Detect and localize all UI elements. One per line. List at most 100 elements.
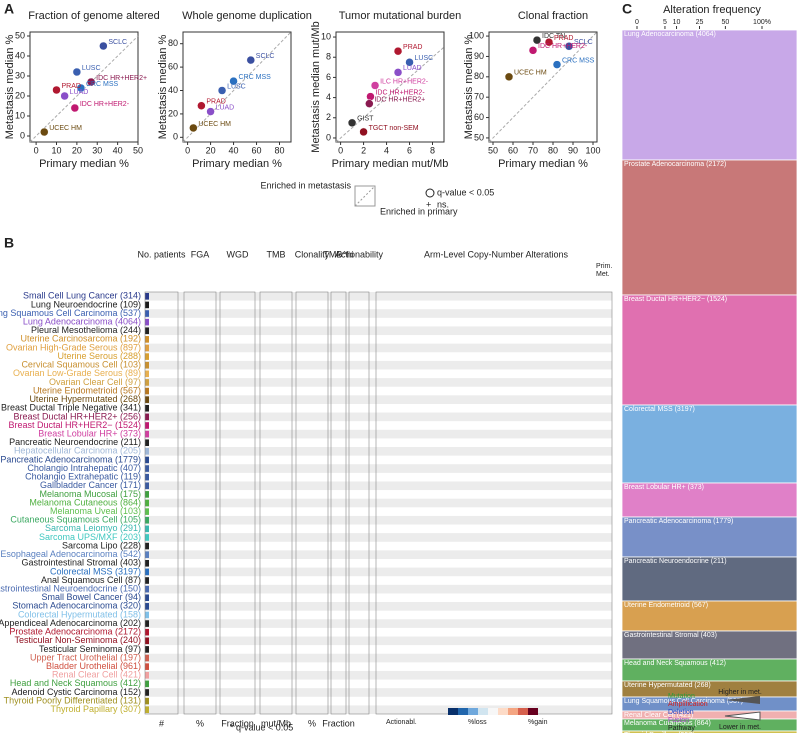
legend-ns: ns. [437,199,449,209]
y-tick-label: 90 [474,51,484,61]
section-bg [621,482,798,518]
section-title: Melanoma Cutaneous (864) [624,720,711,727]
met-label: Met. [596,271,610,278]
y-axis-label: Metastasis median % [157,35,169,140]
cancer-type: Gallbladder Cancer (171) [40,480,141,490]
point-label: LUAD [403,65,422,72]
x-tick-label: 50 [488,145,498,155]
column-frame [259,291,293,715]
row-swatch [145,706,149,713]
cancer-type: Pleural Mesothelioma (244) [31,325,141,335]
panel-label: B [4,235,14,251]
row-swatch [145,473,149,481]
x-tick-label: 60 [508,145,518,155]
row-swatch [145,646,149,653]
y-tick-label: 80 [474,71,484,81]
x-tick-label: 100 [585,145,600,155]
row-stripe [145,584,612,594]
row-swatch [145,439,149,447]
x-axis-label: Primary median % [192,158,282,170]
x-tick-label: 90 [568,145,578,155]
x-axis-label: Primary median % [498,158,588,170]
scale-label: %gain [528,719,548,726]
point [72,67,82,77]
c-tick-label: 0 [635,19,639,26]
y-tick-label: 50 [15,30,25,40]
cancer-type: Esophageal Adenocarcinoma (542) [0,549,141,559]
footnote: * q-value < 0.05 [230,722,293,732]
row-swatch [145,422,149,429]
panel-label: A [4,1,14,17]
point-label: PRAD [206,99,225,106]
scale-label: %loss [468,719,487,726]
y-tick-label: 8 [326,52,331,62]
column-header: No. patients [137,249,186,259]
section-bg [621,294,798,406]
row-swatch [145,448,149,455]
point-label: PRAD [403,44,422,51]
row-stripe [145,429,612,439]
section-bg [621,29,798,161]
panel-label: C [622,1,632,17]
row-swatch [145,344,149,352]
color-ramp [528,708,538,715]
chart-title: Tumor mutational burden [339,10,462,22]
point [405,58,414,67]
point [393,68,403,77]
point-label: PRAD [61,83,80,90]
x-tick-label: 70 [528,145,538,155]
point-label: IDC TN [542,33,565,40]
row-stripe [145,464,612,473]
point [60,91,69,101]
y-tick-label: 60 [474,112,484,122]
cancer-type: Pancreatic Adenocarcinoma (1779) [0,454,141,464]
row-swatch [145,413,149,421]
cancer-type: Stomach Adenocarcinoma (320) [12,601,141,611]
y-tick-label: 0 [173,132,178,142]
point [189,123,198,133]
row-stripe [145,326,612,336]
cancer-type: Thyroid Poorly Differentiated (131) [4,695,141,705]
point-label: SCLC [108,39,127,46]
row-swatch [145,516,149,524]
y-tick-label: 10 [321,31,331,41]
section-title: Uterine Hypermutated (268) [624,682,711,689]
chart-title: Fraction of genome altered [28,10,159,22]
cancer-type: Melanoma Cutaneous (864) [29,497,141,507]
y-tick-label: 100 [469,30,484,40]
point [564,42,574,51]
c-legend: Fusion [668,717,689,724]
row-swatch [145,353,149,360]
row-swatch [145,396,149,403]
y-tick-label: 0 [20,130,25,140]
cancer-type: Renal Clear Cell (421) [52,670,141,680]
cancer-type: Ovarian High-Grade Serous (897) [6,342,141,352]
point-label: CRC MSS [86,81,119,88]
row-swatch [145,603,149,610]
row-swatch [145,361,149,369]
cancer-type: Sarcoma Lipo (228) [62,540,141,550]
cancer-type: Gastrointestinal Stromal (403) [21,558,141,568]
x-tick-label: 40 [113,145,123,155]
point-label: IDC HR+HER2+ [374,96,425,103]
x-tick-label: 80 [548,145,558,155]
row-swatch [145,654,149,662]
prim-label: Prim. [596,263,612,270]
row-stripe [145,636,612,646]
point [197,101,206,110]
section-title: Pancreatic Adenocarcinoma (1779) [624,518,733,525]
column-unit: % [196,718,204,728]
section-title: Uterine Endometrioid (567) [624,602,708,609]
point-label: IDC HR+HER2- [80,101,130,108]
point-label: UCEC HM [49,125,82,132]
row-swatch [145,689,149,696]
panel-c-title: Alteration frequency [663,4,761,16]
cancer-type: Anal Squamous Cell (87) [41,575,141,585]
section-bg [621,630,798,660]
cancer-type: Testicular Seminoma (97) [39,644,141,654]
cancer-type: Breast Ductal Triple Negative (341) [1,403,141,413]
column-frame [144,291,179,715]
cancer-type: Small Cell Lung Cancer (314) [23,291,141,301]
x-tick-label: 30 [92,145,102,155]
